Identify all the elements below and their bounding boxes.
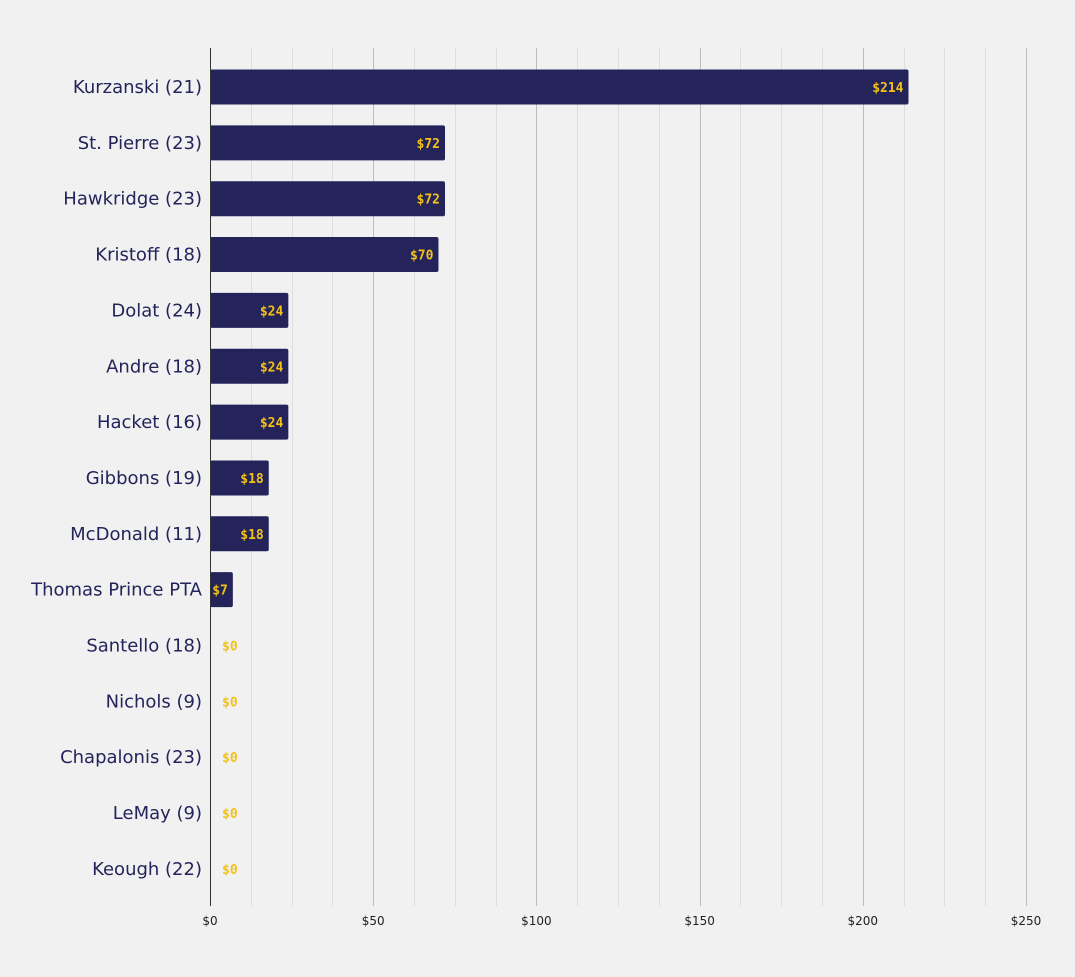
category-label: Thomas Prince PTA xyxy=(30,580,203,601)
value-label: $0 xyxy=(222,807,238,822)
bar xyxy=(210,404,289,440)
bar xyxy=(210,181,446,217)
bars xyxy=(210,69,909,608)
value-label: $18 xyxy=(240,528,264,543)
bar xyxy=(210,69,909,105)
value-label: $214 xyxy=(872,81,903,96)
category-label: Hacket (16) xyxy=(97,412,202,433)
x-tick-label: $150 xyxy=(684,914,715,928)
x-tick-label: $50 xyxy=(362,914,385,928)
bar xyxy=(210,348,289,384)
value-label: $72 xyxy=(417,137,440,152)
value-label: $72 xyxy=(417,193,440,208)
category-label: Hawkridge (23) xyxy=(63,189,202,210)
category-labels: Kurzanski (21) St. Pierre (23) Hawkridge (… xyxy=(30,77,203,880)
category-label: McDonald (11) xyxy=(70,524,202,545)
category-label: Andre (18) xyxy=(106,356,202,377)
category-label: Kurzanski (21) xyxy=(73,77,202,98)
category-label: Kristoff (18) xyxy=(95,245,202,266)
x-tick-labels: $0 $50 $100 $150 $200 $250 xyxy=(202,914,1041,928)
value-label: $7 xyxy=(212,584,228,599)
bar xyxy=(210,292,289,328)
category-label: Chapalonis (23) xyxy=(60,747,202,768)
category-label: Gibbons (19) xyxy=(86,468,202,489)
value-label: $24 xyxy=(260,416,284,431)
value-label: $24 xyxy=(260,304,284,319)
bar xyxy=(210,572,233,608)
x-tick-label: $100 xyxy=(521,914,552,928)
category-label: Santello (18) xyxy=(86,636,202,657)
category-label: LeMay (9) xyxy=(113,803,202,824)
bar xyxy=(210,460,269,496)
gridlines xyxy=(251,48,1027,906)
bar xyxy=(210,516,269,552)
value-labels: $214 $72 $72 $70 $24 $24 $24 $18 $18 $7 $0 $0 $0 $0 $0 xyxy=(212,81,903,878)
category-label: Keough (22) xyxy=(92,859,202,880)
category-label: St. Pierre (23) xyxy=(78,133,202,154)
bar xyxy=(210,237,439,273)
value-label: $18 xyxy=(240,472,264,487)
x-tick-label: $200 xyxy=(848,914,879,928)
value-label: $70 xyxy=(410,249,434,264)
bar xyxy=(210,125,446,161)
category-label: Nichols (9) xyxy=(106,691,202,712)
x-tick-label: $0 xyxy=(202,914,217,928)
value-label: $24 xyxy=(260,360,284,375)
category-label: Dolat (24) xyxy=(111,300,202,321)
x-tick-label: $250 xyxy=(1011,914,1042,928)
value-label: $0 xyxy=(222,863,238,878)
value-label: $0 xyxy=(222,695,238,710)
value-label: $0 xyxy=(222,751,238,766)
value-label: $0 xyxy=(222,640,238,655)
